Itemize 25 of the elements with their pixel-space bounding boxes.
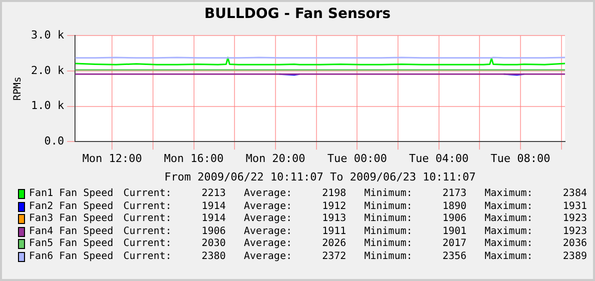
x-tick-label: Tue 00:00 [327, 152, 387, 166]
x-tick-label: Mon 20:00 [246, 152, 306, 166]
legend-label: Fan6 Fan Speed [29, 250, 114, 263]
y-tick-label: 0.0 [44, 134, 64, 148]
legend-label: Fan4 Fan Speed [29, 226, 114, 238]
chart-title: BULLDOG - Fan Sensors [203, 5, 392, 24]
x-tick-label: Mon 16:00 [164, 152, 224, 166]
x-tick-label: Tue 08:00 [490, 152, 550, 166]
text: Current: 1914 Average: 1913 Minimum: 1906 Maximum: 1923 [123, 213, 587, 226]
legend-label: Fan1 Fan Speed [29, 188, 114, 200]
y-tick-label: 3.0 k [30, 28, 64, 42]
text: Current: 2030 Average: 2026 Minimum: 2017 Maximum: 2036 [123, 238, 587, 250]
text: Current: 1914 Average: 1912 Minimum: 1890 Maximum: 1931 [123, 200, 587, 213]
y-tick-label: 2.0 k [30, 64, 64, 77]
y-tick-label: 1.0 k [30, 99, 64, 112]
legend-label: Fan2 Fan Speed [29, 200, 114, 213]
y-axis-title: RPMs [12, 76, 24, 101]
text: Current: 1906 Average: 1911 Minimum: 1901 Maximum: 1923 [123, 226, 587, 238]
legend-label: Fan5 Fan Speed [29, 238, 114, 250]
x-axis-title: From 2009/06/22 10:11:07 To 2009/06/23 10:11:07 [164, 170, 476, 184]
legend-label: Fan3 Fan Speed [29, 213, 114, 226]
x-tick-label: Mon 12:00 [82, 152, 142, 166]
text: Current: 2213 Average: 2198 Minimum: 2173 Maximum: 2384 [123, 188, 587, 200]
text: Current: 2380 Average: 2372 Minimum: 2356 Maximum: 2389 [123, 250, 587, 263]
x-tick-label: Tue 04:00 [408, 152, 469, 166]
